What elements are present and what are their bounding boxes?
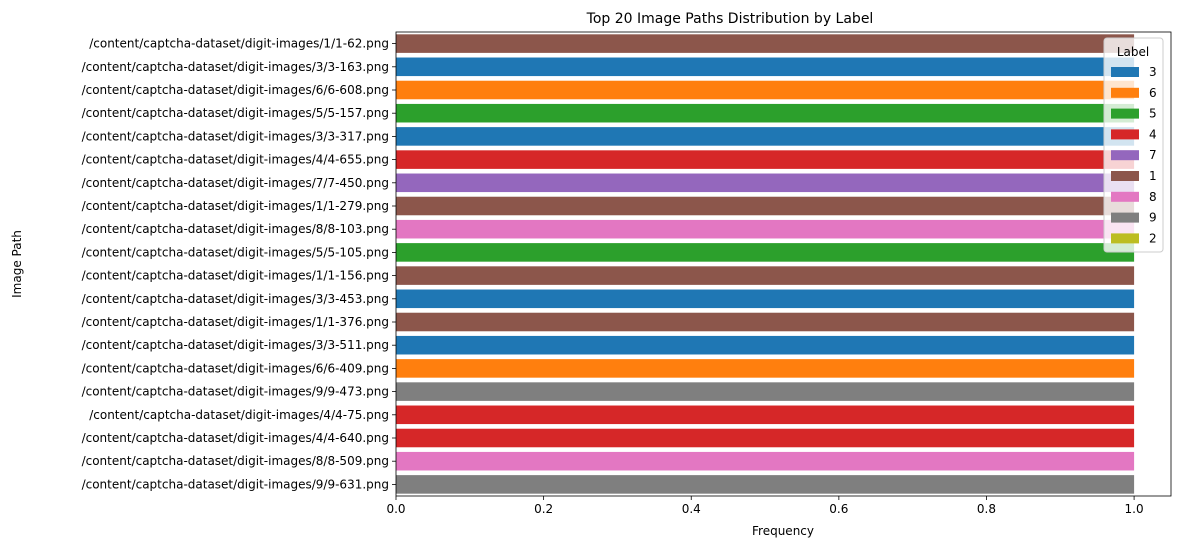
- bar-13: [396, 312, 1135, 332]
- legend-label-5: 5: [1149, 107, 1157, 121]
- y-tick-label-8: /content/captcha-dataset/digit-images/1/…: [82, 199, 389, 213]
- legend-swatch-8: [1111, 191, 1139, 202]
- bar-8: [396, 196, 1135, 216]
- legend-entries: 3 6 5 4 7 1 8 9 2: [1111, 65, 1157, 245]
- legend-swatch-2: [1111, 233, 1139, 244]
- legend-label-1: 1: [1149, 169, 1157, 183]
- bar-20: [396, 475, 1135, 494]
- x-tick-label-3: 0.4: [682, 502, 701, 516]
- y-tick-label-2: /content/captcha-dataset/digit-images/3/…: [82, 60, 389, 74]
- x-tick-label-4: 0.6: [829, 502, 848, 516]
- bar-4: [396, 103, 1135, 123]
- y-tick-label-12: /content/captcha-dataset/digit-images/3/…: [82, 292, 389, 306]
- legend-label-4: 4: [1149, 127, 1157, 141]
- bar-5: [396, 127, 1135, 146]
- legend-title: Label: [1117, 45, 1149, 59]
- legend-label-9: 9: [1149, 211, 1157, 225]
- legend-label-6: 6: [1149, 86, 1157, 100]
- legend-label-7: 7: [1149, 148, 1157, 162]
- y-tick-label-20: /content/captcha-dataset/digit-images/9/…: [82, 477, 389, 491]
- bar-19: [396, 451, 1135, 471]
- y-tick-label-11: /content/captcha-dataset/digit-images/1/…: [82, 269, 389, 283]
- x-tick-label-6: 1.0: [1125, 502, 1144, 516]
- x-tick-label-2: 0.2: [534, 502, 553, 516]
- y-tick-label-19: /content/captcha-dataset/digit-images/8/…: [82, 454, 389, 468]
- y-tick-label-18: /content/captcha-dataset/digit-images/4/…: [82, 431, 389, 445]
- legend-label-3: 3: [1149, 65, 1157, 79]
- legend-swatch-5: [1111, 108, 1139, 119]
- x-axis-label: Frequency: [752, 524, 814, 538]
- y-tick-label-4: /content/captcha-dataset/digit-images/5/…: [82, 106, 389, 120]
- bar-15: [396, 359, 1135, 378]
- bar-17: [396, 405, 1135, 425]
- y-tick-label-6: /content/captcha-dataset/digit-images/4/…: [82, 153, 389, 167]
- chart-title: Top 20 Image Paths Distribution by Label: [586, 11, 874, 27]
- bars-layer: [396, 34, 1135, 494]
- y-tick-label-10: /content/captcha-dataset/digit-images/5/…: [82, 245, 389, 259]
- y-tick-label-5: /content/captcha-dataset/digit-images/3/…: [82, 129, 389, 143]
- legend-swatch-7: [1111, 150, 1139, 161]
- x-tick-label-1: 0.0: [386, 502, 405, 516]
- legend-swatch-1: [1111, 171, 1139, 181]
- y-tick-label-7: /content/captcha-dataset/digit-images/7/…: [82, 176, 389, 190]
- bar-2: [396, 57, 1135, 77]
- bar-18: [396, 428, 1135, 448]
- legend-label-2: 2: [1149, 231, 1157, 245]
- y-tick-label-14: /content/captcha-dataset/digit-images/3/…: [82, 338, 389, 352]
- bar-6: [396, 150, 1135, 169]
- legend-swatch-6: [1111, 87, 1139, 98]
- legend-swatch-3: [1111, 67, 1139, 77]
- legend-swatch-9: [1111, 212, 1139, 223]
- legend: Label 3 6 5 4 7 1 8 9 2: [1103, 37, 1164, 253]
- bar-11: [396, 266, 1135, 285]
- y-tick-label-13: /content/captcha-dataset/digit-images/1/…: [82, 315, 389, 329]
- y-tick-label-3: /content/captcha-dataset/digit-images/6/…: [82, 83, 389, 97]
- plot-frame: [395, 31, 1172, 497]
- bar-16: [396, 382, 1135, 401]
- bar-1: [396, 34, 1135, 53]
- y-axis-label: Image Path: [10, 230, 24, 298]
- x-tick-label-5: 0.8: [977, 502, 996, 516]
- bar-14: [396, 335, 1135, 355]
- y-tick-label-16: /content/captcha-dataset/digit-images/9/…: [82, 385, 389, 399]
- legend-swatch-4: [1111, 129, 1139, 140]
- y-tick-labels: /content/captcha-dataset/digit-images/1/…: [82, 37, 396, 491]
- bar-3: [396, 80, 1135, 100]
- bar-12: [396, 289, 1135, 309]
- bar-9: [396, 219, 1135, 239]
- y-tick-label-9: /content/captcha-dataset/digit-images/8/…: [82, 222, 389, 236]
- legend-label-8: 8: [1149, 190, 1157, 204]
- y-tick-label-15: /content/captcha-dataset/digit-images/6/…: [82, 361, 389, 375]
- x-axis: 0.0 0.2 0.4 0.6 0.8 1.0: [386, 496, 1144, 516]
- y-tick-label-1: /content/captcha-dataset/digit-images/1/…: [89, 37, 389, 51]
- bar-10: [396, 243, 1135, 262]
- bar-7: [396, 173, 1135, 193]
- y-tick-label-17: /content/captcha-dataset/digit-images/4/…: [89, 408, 389, 422]
